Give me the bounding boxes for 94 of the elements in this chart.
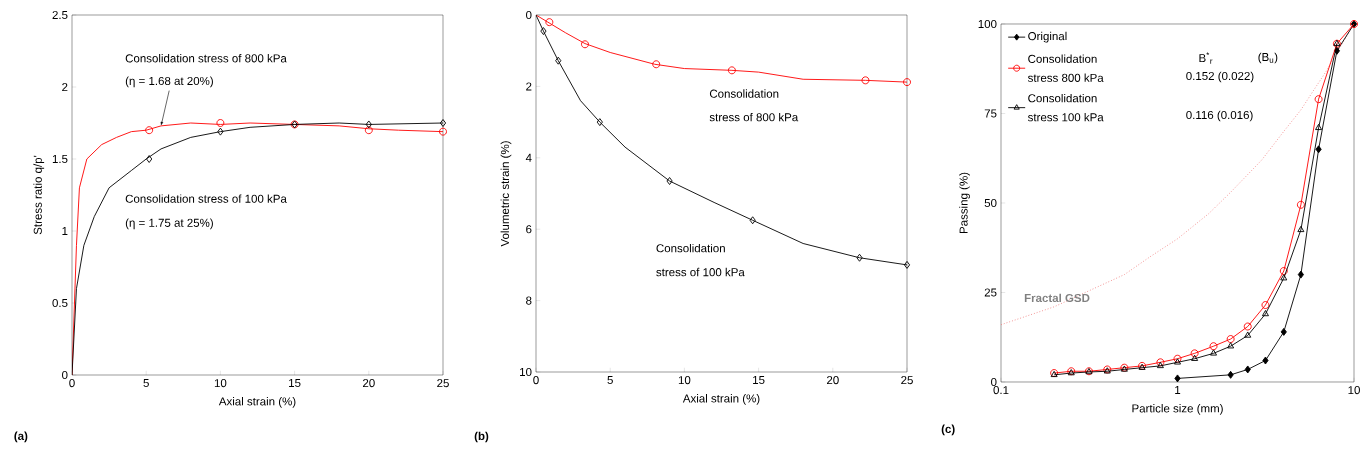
point (1244, 331, 1252, 338)
point (146, 155, 153, 163)
point (1227, 342, 1235, 349)
point (1315, 123, 1323, 131)
y-tick-label: 2 (62, 82, 68, 92)
annotation: Consolidation (656, 243, 725, 253)
x-tick-label: 10 (678, 376, 691, 385)
y-axis-title: Stress ratio q/p' (33, 155, 45, 235)
y-tick-label: 25 (984, 288, 997, 297)
y-tick-label: 1.5 (52, 154, 68, 164)
annotation: Consolidation stress of 100 kPa (125, 194, 287, 203)
annotation: Consolidation stress of 800 kPa (125, 53, 287, 63)
point (1296, 200, 1305, 209)
point (545, 18, 554, 27)
point (555, 56, 562, 65)
point (903, 260, 911, 269)
point (540, 27, 547, 36)
y-tick-label: 0 (526, 10, 532, 20)
point (1190, 349, 1199, 358)
y-tick-label: 0.5 (52, 298, 68, 308)
point (1280, 274, 1288, 281)
x-tick-label: 0 (533, 376, 539, 385)
text: (b) (474, 431, 489, 443)
x-tick-label: 15 (753, 376, 765, 385)
x-tick-label: 25 (901, 376, 913, 385)
point (1314, 95, 1323, 104)
point (364, 126, 373, 135)
x-tick-label: 5 (143, 379, 149, 388)
x-tick-label: 0 (69, 379, 75, 388)
y-tick-label: 10 (520, 367, 532, 377)
point (216, 119, 225, 127)
point (1209, 342, 1218, 351)
annotation: 0.116 (0.016) (1186, 110, 1253, 122)
point (439, 127, 447, 136)
point (1191, 354, 1199, 361)
x-axis-title: Axial strain (%) (218, 397, 296, 408)
annotation: Consolidation (709, 89, 779, 98)
point (145, 126, 154, 135)
x-tick-label: 5 (607, 376, 613, 385)
point (652, 60, 661, 69)
point (439, 119, 447, 127)
point (596, 118, 603, 127)
y-tick-label: 8 (526, 296, 532, 305)
x-tick-label: 0.1 (993, 386, 1009, 395)
legend-label: Consolidation stress 100 kPa (1027, 93, 1104, 122)
point (727, 66, 736, 75)
annotation: stress of 100 kPa (656, 267, 745, 277)
point (1261, 310, 1269, 317)
text: (a) (14, 431, 28, 443)
legend-label: Consolidation stress 800 kPa (1027, 54, 1104, 82)
point (1210, 349, 1218, 356)
y-tick-label: 100 (978, 19, 997, 29)
x-axis-title: Axial strain (%) (682, 394, 760, 405)
x-tick-label: 25 (437, 379, 449, 388)
x-axis-title: Particle size (mm) (1132, 404, 1223, 415)
annotation: (B$_{u}$) (1258, 52, 1278, 64)
point (1279, 267, 1288, 275)
point (1261, 301, 1270, 309)
annotation: Fractal GSD (1024, 293, 1090, 303)
point (856, 253, 863, 262)
y-tick-label: 50 (984, 198, 997, 208)
point (1297, 225, 1305, 233)
text: (c) (941, 424, 955, 436)
y-tick-label: 2 (526, 82, 532, 91)
annotation: (η = 1.75 at 25%) (125, 218, 213, 230)
point (903, 78, 911, 87)
x-tick-label: 15 (289, 379, 301, 388)
point (666, 177, 673, 185)
point (749, 216, 756, 225)
x-tick-label: 1 (1175, 386, 1181, 394)
point (861, 76, 870, 85)
x-tick-label: 20 (362, 379, 375, 388)
line-series (536, 15, 908, 83)
y-tick-label: 2.5 (52, 10, 68, 20)
point (581, 40, 589, 49)
y-tick-label: 1 (62, 227, 68, 235)
y-tick-label: 4 (525, 153, 532, 162)
annotation: stress of 800 kPa (709, 112, 799, 122)
y-axis-title: Volumetric strain (%) (500, 141, 512, 247)
x-tick-label: 10 (1348, 386, 1360, 395)
point (217, 127, 224, 136)
annotation: 0.152 (0.022) (1186, 71, 1254, 83)
x-tick-label: 20 (826, 376, 839, 385)
y-tick-label: 6 (526, 225, 532, 234)
point (1226, 335, 1235, 343)
point (1243, 322, 1252, 331)
annotation: B$^{*}$r (1199, 52, 1213, 64)
y-tick-label: 75 (984, 109, 997, 118)
point (365, 120, 372, 129)
x-tick-label: 10 (214, 379, 227, 388)
point (1174, 358, 1181, 365)
legend-label: Original (1028, 31, 1067, 43)
y-axis-title: Passing (%) (959, 172, 970, 234)
annotation: (η = 1.68 at 20%) (125, 76, 213, 88)
